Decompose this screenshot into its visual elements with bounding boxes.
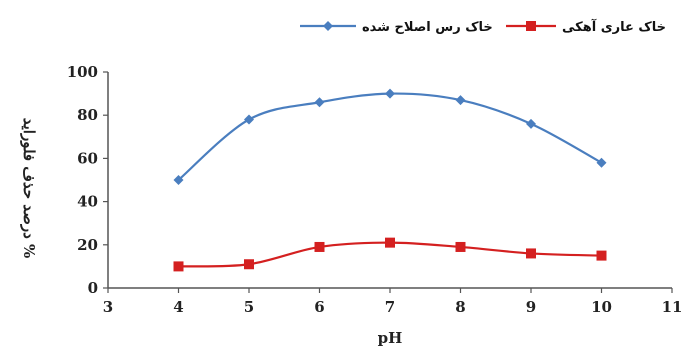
- y-tick-label: 0: [88, 279, 98, 297]
- y-tick-label: 60: [77, 149, 98, 167]
- y-axis-title: درصد حذف فلوراید %: [20, 118, 38, 259]
- series-layer: [173, 88, 607, 272]
- y-tick-label: 40: [77, 193, 98, 211]
- data-point: [314, 241, 325, 252]
- legend: خاک رس اصلاح شده خاک عاری آهکی: [300, 18, 666, 35]
- x-tick-label: 9: [526, 298, 536, 316]
- data-point: [455, 241, 466, 252]
- data-point: [596, 157, 607, 168]
- data-point: [314, 97, 325, 108]
- data-point: [455, 95, 466, 106]
- data-point: [596, 250, 607, 261]
- legend-label: خاک رس اصلاح شده: [362, 20, 493, 35]
- legend-item-2: خاک عاری آهکی: [506, 18, 666, 35]
- series-1: [173, 88, 607, 185]
- y-tick-label: 100: [67, 63, 98, 81]
- x-tick-label: 10: [591, 298, 612, 316]
- x-tick-label: 11: [662, 298, 683, 316]
- x-tick-label: 8: [455, 298, 465, 316]
- data-point: [385, 88, 395, 99]
- data-point: [244, 114, 254, 125]
- series-line: [177, 92, 603, 181]
- x-axis-title: pH: [378, 329, 403, 346]
- data-point: [173, 175, 184, 185]
- legend-item-1: خاک رس اصلاح شده: [300, 20, 493, 35]
- data-point: [385, 237, 395, 248]
- x-tick-label: 4: [173, 298, 183, 316]
- data-point: [173, 261, 184, 272]
- x-tick-label: 5: [244, 298, 254, 316]
- x-tick-label: 6: [314, 298, 324, 316]
- data-point: [244, 259, 254, 270]
- series-2: [173, 237, 607, 272]
- y-tick-label: 80: [77, 106, 98, 124]
- axes: 0 20 40 60 80 100 3 4 5 6 7 8 9 10 11: [67, 63, 683, 316]
- legend-marker: [526, 21, 536, 31]
- x-tick-label: 3: [103, 298, 113, 316]
- legend-marker: [323, 21, 333, 31]
- data-point: [526, 118, 536, 129]
- legend-label: خاک عاری آهکی: [562, 18, 666, 35]
- data-point: [526, 248, 536, 259]
- x-tick-label: 7: [385, 298, 395, 316]
- y-tick-label: 20: [77, 236, 98, 254]
